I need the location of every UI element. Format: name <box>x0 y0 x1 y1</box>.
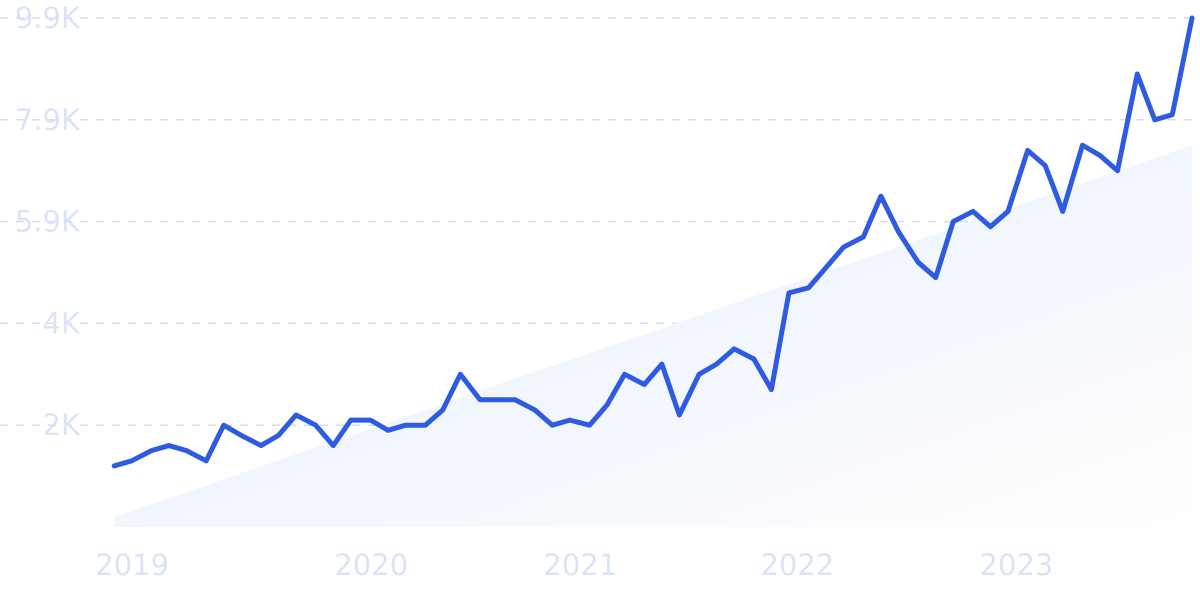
trend-area-shape <box>114 145 1192 527</box>
y-tick-label: 4K <box>43 306 81 340</box>
x-tick-label: 2020 <box>334 548 408 582</box>
y-tick-label: 9.9K <box>15 1 81 35</box>
y-tick-label: 7.9K <box>15 103 81 137</box>
trend-area <box>114 145 1192 527</box>
x-tick-label: 2019 <box>95 548 169 582</box>
x-tick-label: 2022 <box>760 548 834 582</box>
y-tick-label: 2K <box>43 408 81 442</box>
x-tick-label: 2021 <box>543 548 617 582</box>
x-axis-ticks: 2019 2020 2021 2022 2023 <box>95 548 1053 582</box>
x-tick-label: 2023 <box>980 548 1054 582</box>
series-layer <box>111 15 1195 469</box>
y-axis-ticks: 9.9K 7.9K 5.9K 4K 2K <box>15 1 81 442</box>
series-line <box>111 15 1195 469</box>
y-tick-label: 5.9K <box>15 205 81 239</box>
